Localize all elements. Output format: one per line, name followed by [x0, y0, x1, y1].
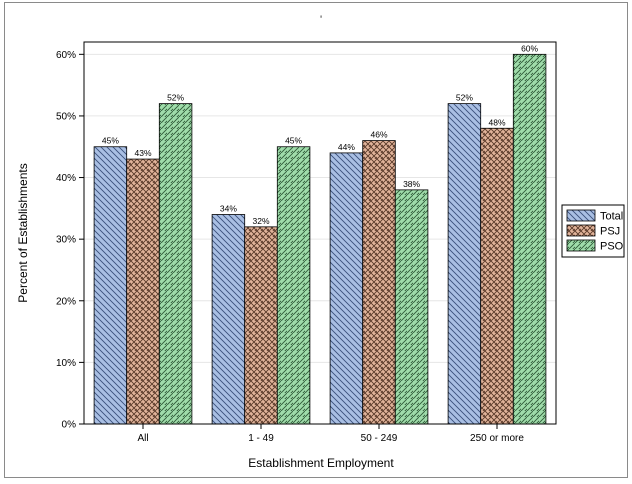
bar-pso-2	[394, 189, 429, 425]
legend-label-total: Total	[600, 211, 623, 223]
legend: Total PSJ PSO	[561, 204, 625, 258]
y-tick-label: 10%	[56, 358, 76, 369]
bar-value-label: 60%	[521, 43, 538, 53]
bar-total-1	[211, 214, 246, 425]
bar-labels: 45% 43% 52% 34% 32% 45% 44% 46% 38% 52% 48% 60%	[102, 43, 539, 226]
chart-title: '	[320, 14, 322, 26]
x-tick-label: 1 - 49	[248, 433, 274, 444]
y-tick-label: 20%	[56, 296, 76, 307]
y-axis-label: Percent of Establishments	[16, 163, 30, 302]
bar-psj-0	[126, 158, 160, 425]
y-tick-label: 0%	[62, 420, 77, 431]
bar-total-2	[329, 152, 364, 425]
bar-total-0	[93, 146, 128, 425]
bar-pso-0	[158, 103, 193, 425]
chart-frame: ' 45% 43% 52% 34% 32% 45% 44% 46% 38% 52% 48% 60% 0…	[4, 2, 628, 478]
bar-value-label: 52%	[167, 93, 184, 103]
legend-label-psj: PSJ	[600, 226, 620, 238]
bar-pso-3	[512, 53, 547, 425]
bar-value-label: 44%	[338, 142, 355, 152]
bar-value-label: 43%	[134, 148, 151, 158]
bar-psj-3	[480, 127, 514, 425]
bars	[93, 53, 547, 425]
bar-value-label: 52%	[456, 93, 473, 103]
plot-area	[83, 41, 557, 425]
x-axis: All 1 - 49 50 - 249 250 or more	[137, 424, 524, 444]
bar-pso-1	[276, 146, 311, 425]
bar-value-label: 38%	[403, 179, 420, 189]
legend-swatch-pso	[566, 239, 596, 252]
x-tick-label: 250 or more	[470, 433, 524, 444]
bar-value-label: 45%	[102, 136, 119, 146]
y-tick-label: 50%	[56, 111, 76, 122]
x-axis-label: Establishment Employment	[248, 456, 394, 470]
bar-psj-1	[244, 226, 278, 425]
y-tick-label: 30%	[56, 235, 76, 246]
bar-value-label: 46%	[370, 130, 387, 140]
x-tick-label: All	[137, 433, 148, 444]
bar-psj-2	[362, 140, 396, 425]
y-axis: 0% 10% 20% 30% 40% 50% 60%	[56, 50, 84, 431]
bar-value-label: 34%	[220, 204, 237, 214]
x-tick-label: 50 - 249	[361, 433, 398, 444]
legend-swatch-total	[566, 209, 596, 222]
bar-chart: ' 45% 43% 52% 34% 32% 45% 44% 46% 38% 52% 48% 60% 0…	[16, 14, 625, 470]
bar-value-label: 48%	[488, 117, 505, 127]
bar-total-3	[447, 103, 482, 425]
legend-label-pso: PSO	[600, 241, 624, 253]
y-tick-label: 40%	[56, 173, 76, 184]
bar-value-label: 32%	[252, 216, 269, 226]
bar-value-label: 45%	[285, 136, 302, 146]
legend-swatch-psj	[566, 224, 596, 237]
y-tick-label: 60%	[56, 50, 76, 61]
